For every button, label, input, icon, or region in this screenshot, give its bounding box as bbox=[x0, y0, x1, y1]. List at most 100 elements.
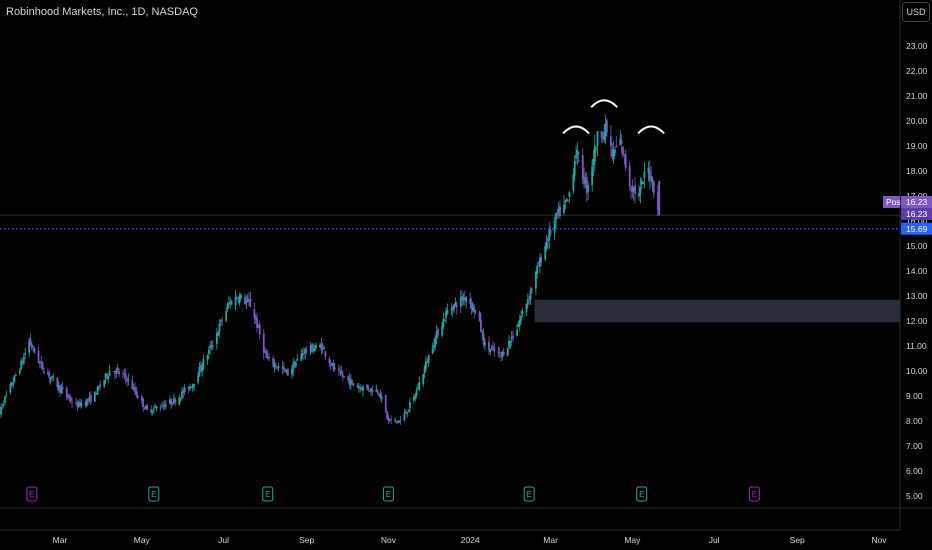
x-tick-label: Jul bbox=[709, 535, 720, 545]
candle-body bbox=[488, 341, 490, 350]
candle-body bbox=[160, 406, 163, 408]
candle-body bbox=[577, 152, 580, 154]
candle-body bbox=[603, 131, 606, 141]
last-price-value: 16.23 bbox=[906, 209, 928, 219]
candle-body bbox=[207, 349, 210, 354]
candle-body bbox=[5, 394, 8, 396]
candle-body bbox=[152, 408, 155, 410]
candle-body bbox=[112, 371, 115, 372]
candle-body bbox=[123, 373, 126, 375]
candle-body bbox=[80, 403, 83, 407]
candle-body bbox=[183, 387, 186, 392]
candle-body bbox=[529, 290, 532, 300]
candle-body bbox=[285, 370, 288, 373]
candle-body bbox=[446, 309, 449, 315]
candle-body bbox=[568, 192, 571, 197]
candle-body bbox=[403, 412, 406, 420]
candle-body bbox=[658, 181, 661, 216]
y-tick-label: 5.00 bbox=[906, 491, 923, 501]
candle-body bbox=[163, 404, 166, 408]
candle-body bbox=[201, 367, 203, 372]
candle-body bbox=[380, 396, 383, 400]
candle-body bbox=[492, 346, 494, 348]
candle-body bbox=[415, 390, 418, 396]
candle-body bbox=[178, 397, 181, 405]
support-zone bbox=[534, 299, 900, 323]
candle-body bbox=[520, 316, 523, 321]
candle-body bbox=[425, 361, 427, 370]
candle-body bbox=[249, 299, 252, 307]
candle-body bbox=[348, 378, 351, 385]
x-tick-label: Sep bbox=[790, 535, 805, 545]
candle-body bbox=[478, 311, 481, 321]
candle-body bbox=[164, 404, 167, 406]
x-tick-label: Sep bbox=[299, 535, 314, 545]
candle-body bbox=[563, 204, 565, 213]
candle-body bbox=[38, 362, 41, 364]
candle-body bbox=[388, 418, 391, 421]
earnings-marker-icon bbox=[26, 486, 38, 502]
candle-body bbox=[623, 154, 626, 156]
candle-body bbox=[512, 335, 514, 339]
price-tags-layer: Post 16.23 16.23 15.69 bbox=[883, 196, 932, 235]
candles-layer bbox=[0, 114, 661, 425]
x-tick-label: Nov bbox=[381, 535, 397, 545]
candle-body bbox=[244, 296, 246, 304]
candle-body bbox=[360, 388, 363, 390]
candle-body bbox=[229, 301, 232, 305]
candle-body bbox=[366, 384, 368, 388]
candle-body bbox=[482, 333, 485, 345]
candle-body bbox=[567, 199, 569, 201]
candle-body bbox=[28, 340, 31, 353]
candle-body bbox=[528, 297, 531, 299]
candle-body bbox=[605, 120, 608, 133]
candle-body bbox=[573, 161, 576, 176]
candle-body bbox=[21, 361, 24, 363]
candle-body bbox=[40, 360, 43, 364]
candle-body bbox=[530, 288, 533, 291]
candle-body bbox=[37, 350, 40, 363]
y-tick-label: 10.00 bbox=[906, 366, 928, 376]
candle-body bbox=[396, 420, 399, 422]
candle-body bbox=[240, 294, 242, 299]
candle-body bbox=[375, 389, 378, 392]
y-tick-label: 15.00 bbox=[906, 241, 928, 251]
candle-body bbox=[600, 131, 603, 138]
currency-button[interactable]: USD bbox=[902, 2, 930, 22]
candle-body bbox=[238, 295, 241, 303]
candle-body bbox=[89, 395, 92, 403]
candle-body bbox=[509, 340, 512, 343]
candle-body bbox=[187, 386, 190, 390]
candle-body bbox=[612, 149, 615, 160]
candle-body bbox=[173, 398, 175, 403]
candle-body bbox=[104, 373, 107, 379]
candle-body bbox=[277, 365, 280, 368]
candle-body bbox=[631, 185, 634, 193]
candle-body bbox=[132, 387, 135, 389]
candle-body bbox=[174, 399, 177, 403]
earnings-marker-label: E bbox=[639, 490, 644, 499]
candle-body bbox=[75, 402, 77, 404]
candle-body bbox=[146, 404, 149, 410]
candle-body bbox=[347, 375, 350, 380]
candle-body bbox=[181, 391, 183, 398]
candle-body bbox=[96, 386, 99, 395]
candle-body bbox=[300, 353, 303, 361]
candle-body bbox=[61, 387, 64, 389]
candle-body bbox=[69, 397, 72, 402]
candle-body bbox=[116, 367, 119, 371]
candle-body bbox=[20, 360, 23, 370]
candle-body bbox=[341, 374, 344, 378]
candle-body bbox=[484, 342, 486, 346]
candle-body bbox=[197, 376, 199, 383]
candle-body bbox=[394, 419, 397, 421]
candle-body bbox=[323, 348, 325, 350]
candle-body bbox=[143, 408, 146, 410]
candle-body bbox=[340, 371, 343, 375]
candle-body bbox=[18, 370, 21, 374]
candle-body bbox=[131, 380, 134, 390]
candle-body bbox=[189, 386, 191, 389]
candle-body bbox=[67, 394, 69, 398]
